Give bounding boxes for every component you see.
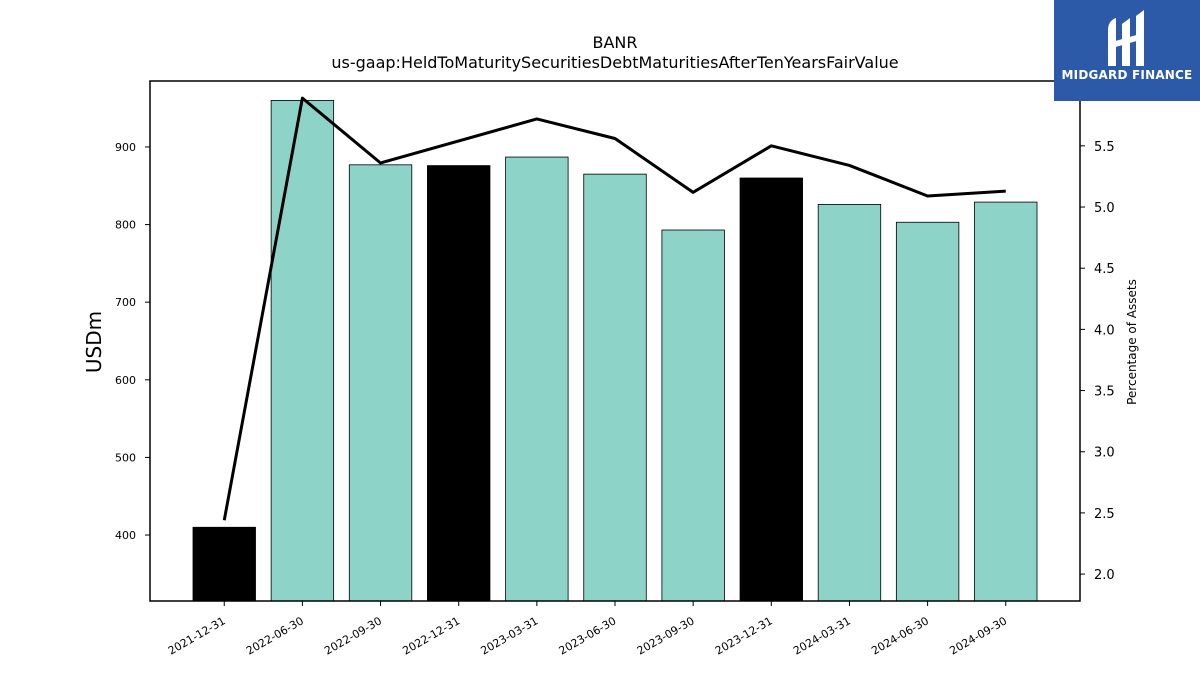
y-axis-label: USDm [82,311,106,373]
y2-tick-label: 4.0 [1094,323,1115,338]
bar-2022-06-30 [270,100,335,602]
x-tick-label: 2024-03-31 [791,614,853,657]
x-tick-label: 2022-12-31 [400,614,462,657]
chart-subtitle: us-gaap:HeldToMaturitySecuritiesDebtMatu… [331,53,898,72]
y2-tick-label: 5.0 [1094,201,1115,216]
x-axis-ticks: 2021-12-31 2022-06-30 2022-09-30 2022-12-31… [166,601,1009,658]
y2-axis-label: Percentage of Assets [1125,279,1139,405]
y-tick-label: 700 [115,296,136,309]
x-tick-label: 2023-09-30 [635,614,697,657]
bar-2023-12-31 [739,177,803,602]
bar-2024-06-30 [895,221,960,602]
x-tick-label: 2022-09-30 [322,614,384,657]
bar-2022-09-30 [348,164,413,602]
y-tick-label: 400 [115,529,136,542]
x-tick-label: 2023-03-31 [478,614,540,657]
line-series [222,96,1006,521]
y-tick-label: 800 [115,219,136,232]
bar-2024-03-31 [817,204,882,602]
bar-2021-12-31 [192,526,256,602]
bar-2023-06-30 [583,173,647,602]
right-axis-ticks: 2.0 2.5 3.0 3.5 4.0 4.5 5.0 5.5 [1080,140,1115,583]
y2-tick-label: 4.5 [1094,262,1115,277]
percentage-line [222,96,1006,521]
bar-2024-09-30 [974,201,1038,602]
bar-series [192,100,1038,602]
left-axis-ticks: 400 500 600 700 800 900 [115,141,150,542]
y2-tick-label: 5.5 [1094,140,1115,155]
y-tick-label: 500 [115,451,136,464]
midgard-logo-icon [1108,10,1144,66]
bar-2023-09-30 [661,229,725,602]
x-tick-label: 2022-06-30 [244,614,306,657]
logo-text: MIDGARD FINANCE [1061,68,1193,82]
y-tick-label: 900 [115,141,136,154]
bar-2022-12-31 [427,165,491,602]
y2-tick-label: 3.0 [1094,446,1115,461]
x-tick-label: 2024-09-30 [947,614,1009,657]
midgard-logo: MIDGARD FINANCE [1054,0,1200,101]
y2-tick-label: 3.5 [1094,385,1115,400]
y2-tick-label: 2.0 [1094,568,1115,583]
bar-2023-03-31 [505,156,569,602]
x-tick-label: 2021-12-31 [166,614,228,657]
x-tick-label: 2023-06-30 [557,614,619,657]
x-tick-label: 2024-06-30 [869,614,931,657]
chart-title: BANR [592,33,637,52]
y-tick-label: 600 [115,374,136,387]
y2-tick-label: 2.5 [1094,507,1115,522]
x-tick-label: 2023-12-31 [713,614,775,657]
